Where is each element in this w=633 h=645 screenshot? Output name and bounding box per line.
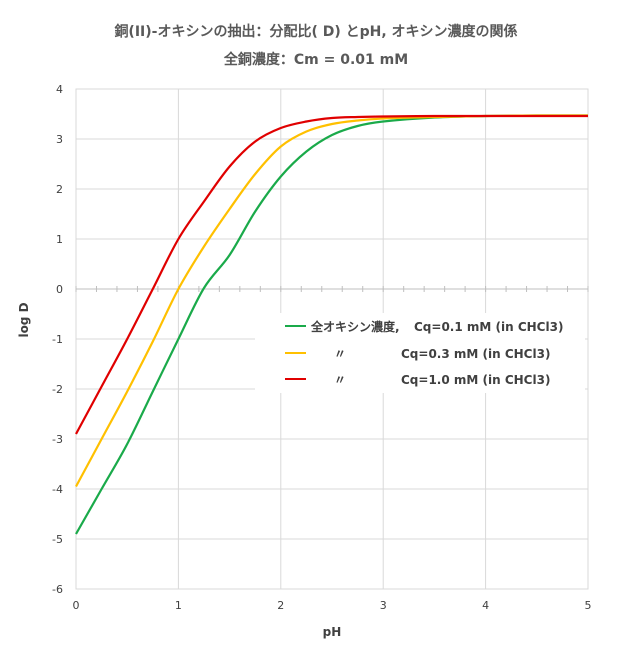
y-tick-label: -6	[52, 583, 63, 596]
legend-prefix-series-2: 〃	[334, 347, 346, 361]
data-series	[75, 114, 589, 535]
y-tick-label: 1	[56, 233, 63, 246]
chart-title: 銅(II)-オキシンの抽出：分配比( D) とpH, オキシン濃度の関係	[114, 23, 517, 40]
legend-background	[255, 313, 585, 393]
legend-prefix-series-3: 〃	[334, 373, 346, 387]
gridlines	[75, 88, 589, 590]
chart-subtitle: 全銅濃度：Cm = 0.01 mM	[223, 51, 408, 68]
legend-label-series-1: Cq=0.1 mM (in CHCl3)	[414, 320, 563, 334]
y-tick-label: -2	[52, 383, 63, 396]
y-tick-label: 3	[56, 133, 63, 146]
y-tick-label: -5	[52, 533, 63, 546]
x-tick-label: 0	[73, 599, 80, 612]
x-tick-label: 5	[585, 599, 592, 612]
y-tick-label: -1	[52, 333, 63, 346]
legend-label-series-2: Cq=0.3 mM (in CHCl3)	[401, 347, 550, 361]
y-tick-label: -4	[52, 483, 63, 496]
x-tick-label: 1	[175, 599, 182, 612]
x-tick-label: 4	[482, 599, 489, 612]
y-tick-label: 4	[56, 83, 63, 96]
legend: 全オキシン濃度, Cq=0.1 mM (in CHCl3) 〃 Cq=0.3 m…	[255, 313, 585, 393]
y-tick-label: 0	[56, 283, 63, 296]
x-tick-label: 3	[380, 599, 387, 612]
tick-labels: 0 1 2 3 4 5 4 3 2 1 0 -1 -2 -3 -4 -5 -6	[52, 83, 591, 612]
x-tick-label: 2	[277, 599, 284, 612]
y-axis-label: log D	[17, 302, 31, 337]
legend-label-series-3: Cq=1.0 mM (in CHCl3)	[401, 373, 550, 387]
y-tick-label: -3	[52, 433, 63, 446]
x-axis-label: pH	[323, 625, 342, 639]
legend-prefix-series-1: 全オキシン濃度,	[310, 319, 400, 334]
series-line-3	[75, 114, 588, 435]
y-tick-label: 2	[56, 183, 63, 196]
